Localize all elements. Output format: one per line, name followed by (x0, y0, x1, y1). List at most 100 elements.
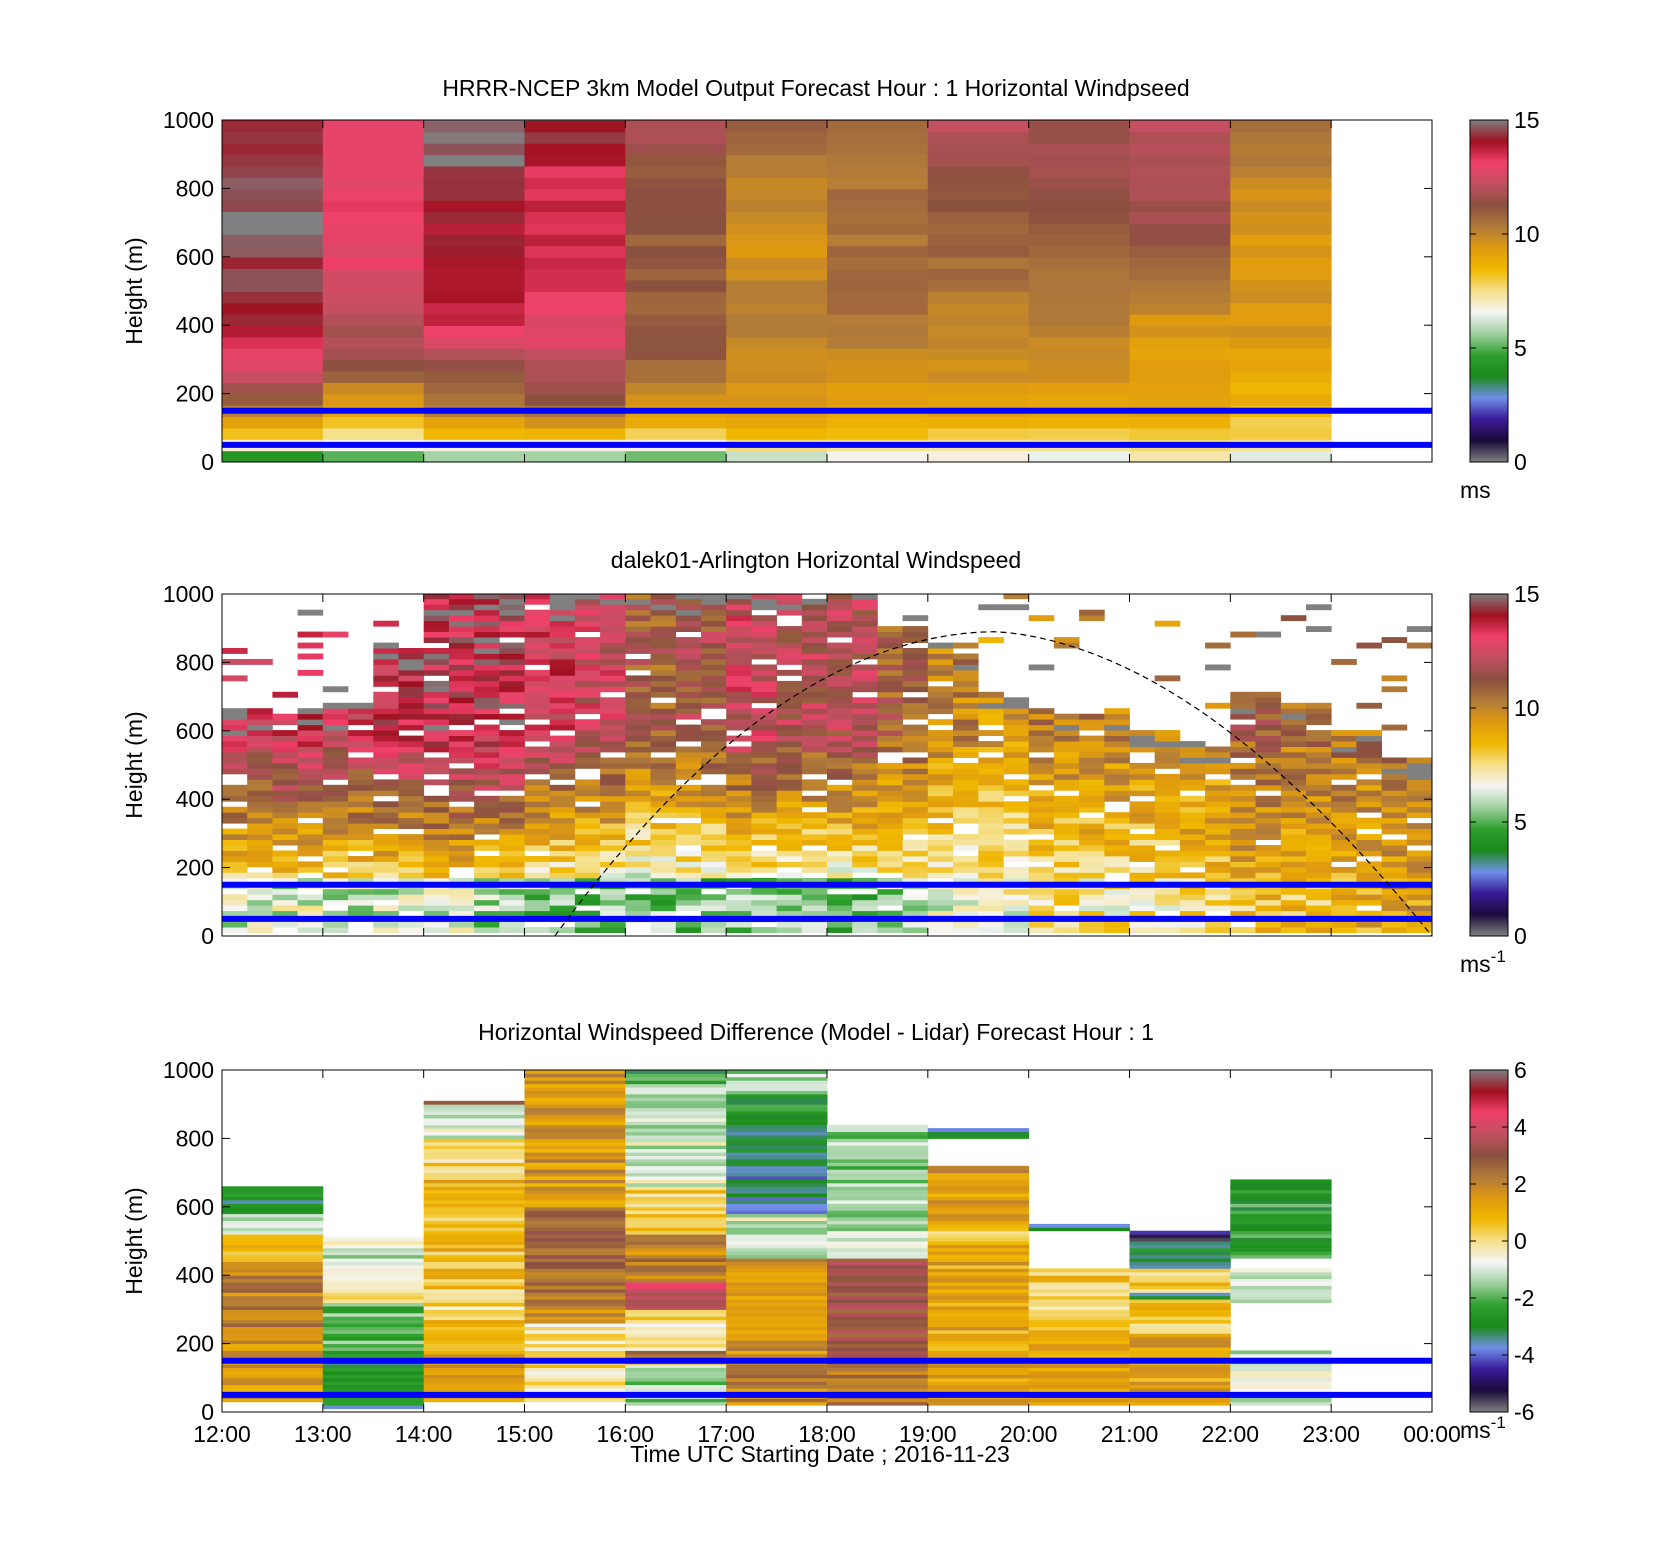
heatmap-cell (474, 866, 500, 873)
heatmap-cell (625, 120, 727, 133)
heatmap-cell (524, 675, 551, 682)
heatmap-cell (373, 735, 399, 742)
heatmap-cell (398, 801, 425, 808)
heatmap-cell (827, 762, 853, 769)
heatmap-cell (927, 1179, 1030, 1184)
heatmap-cell (650, 773, 677, 780)
heatmap-cell (373, 680, 399, 687)
heatmap-cell (751, 850, 777, 857)
heatmap-cell (1331, 850, 1357, 857)
heatmap-cell (1255, 773, 1282, 780)
heatmap-cell (701, 659, 727, 665)
heatmap-cell (600, 894, 626, 901)
heatmap-cell (1406, 905, 1432, 912)
heatmap-cell (751, 817, 777, 824)
heatmap-cell (927, 812, 954, 819)
heatmap-cell (751, 735, 777, 742)
heatmap-cell (675, 659, 702, 665)
heatmap-cell (852, 877, 878, 884)
heatmap-cell (423, 1316, 525, 1321)
x-tick-label: 00:00 (1403, 1421, 1461, 1447)
heatmap-cell (423, 1100, 525, 1105)
heatmap-cell (751, 741, 777, 747)
heatmap-cell (625, 894, 651, 901)
heatmap-cell (1053, 894, 1080, 901)
heatmap-cell (1028, 795, 1055, 802)
heatmap-cell (1205, 790, 1231, 797)
heatmap-cell (1356, 768, 1382, 775)
heatmap-cell (625, 234, 727, 247)
heatmap-cell (423, 1377, 525, 1382)
heatmap-cell (1129, 302, 1231, 315)
heatmap-cell (953, 691, 979, 698)
heatmap-cell (524, 1076, 626, 1081)
heatmap-cell (247, 659, 273, 665)
heatmap-cell (978, 839, 1004, 846)
heatmap-cell (625, 1131, 727, 1136)
heatmap-cell (1154, 757, 1181, 764)
heatmap-cell (1154, 801, 1181, 808)
heatmap-cell (1053, 817, 1080, 824)
heatmap-cell (524, 1244, 626, 1249)
heatmap-cell (625, 1128, 727, 1132)
heatmap-cell (222, 1217, 324, 1221)
heatmap-cell (1356, 845, 1382, 851)
heatmap-cell (726, 1131, 828, 1136)
heatmap-cell (272, 741, 298, 747)
heatmap-cell (1129, 1309, 1231, 1314)
heatmap-cell (448, 730, 475, 736)
heatmap-cell (1079, 735, 1105, 742)
heatmap-cell (726, 1206, 828, 1211)
heatmap-cell (549, 757, 576, 764)
heatmap-cell (827, 1268, 929, 1273)
heatmap-cell (625, 165, 727, 178)
heatmap-cell (877, 659, 903, 665)
heatmap-cell (524, 1388, 626, 1392)
heatmap-cell (776, 894, 803, 901)
heatmap-cell (322, 211, 425, 224)
heatmap-cell (953, 784, 979, 791)
heatmap-cell (701, 795, 727, 802)
heatmap-cell (927, 1309, 1030, 1314)
heatmap-cell (348, 877, 374, 884)
heatmap-cell (247, 801, 273, 808)
heatmap-cell (474, 637, 500, 643)
heatmap-cell (801, 795, 828, 802)
heatmap-cell (1053, 642, 1080, 649)
heatmap-cell (222, 1196, 324, 1201)
heatmap-cell (1230, 1288, 1332, 1293)
heatmap-cell (801, 877, 828, 884)
heatmap-cell (423, 1152, 525, 1156)
heatmap-cell (726, 839, 752, 846)
heatmap-cell (1129, 1278, 1231, 1283)
heatmap-cell (423, 1169, 525, 1174)
heatmap-cell (675, 609, 702, 616)
heatmap-cell (322, 1367, 425, 1372)
heatmap-cell (247, 850, 273, 857)
heatmap-cell (776, 779, 803, 786)
heatmap-cell (1104, 839, 1130, 846)
heatmap-cell (701, 752, 727, 758)
heatmap-cell (625, 257, 727, 269)
heatmap-cell (524, 1158, 626, 1163)
heatmap-cell (1205, 839, 1231, 846)
heatmap-cell (1129, 348, 1231, 361)
heatmap-cell (827, 702, 853, 709)
heatmap-cell (1280, 899, 1307, 906)
heatmap-cell (222, 768, 248, 775)
heatmap-cell (222, 1258, 324, 1262)
heatmap-cell (373, 801, 399, 808)
heatmap-cell (1331, 856, 1357, 862)
heatmap-cell (1129, 154, 1231, 167)
heatmap-cell (1356, 872, 1382, 879)
heatmap-cell (877, 899, 903, 906)
heatmap-cell (423, 702, 450, 709)
heatmap-cell (222, 131, 324, 144)
heatmap-cell (776, 604, 803, 611)
heatmap-cell (549, 675, 576, 682)
heatmap-cell (650, 888, 677, 895)
heatmap-cell (1306, 910, 1332, 917)
heatmap-cell (675, 648, 702, 654)
heatmap-cell (600, 899, 626, 906)
heatmap-cell (625, 779, 651, 786)
